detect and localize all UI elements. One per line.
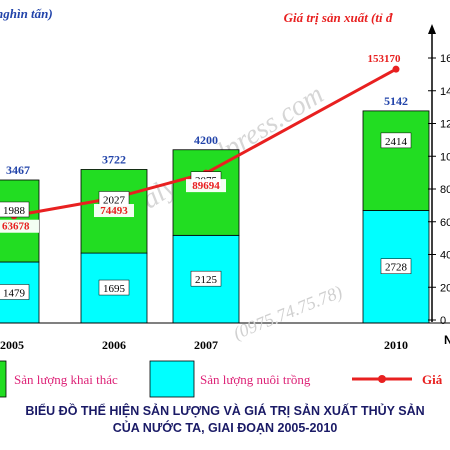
label-nuoi-trong-2005-box [0, 284, 30, 300]
label-nuoi-trong-2005: 1479 [3, 287, 26, 299]
chart-title: BIỂU ĐỒ THỂ HIỆN SẢN LƯỢNG VÀ GIÁ TRỊ SẢ… [0, 403, 450, 437]
value-label-2010: 153170 [368, 53, 402, 65]
right-tick-label-120: 120 [440, 119, 450, 131]
value-label-box-2006 [94, 204, 134, 218]
label-khai-thac-2006: 2027 [103, 194, 126, 206]
right-tick-label-140: 140 [440, 86, 450, 98]
title-line-1: BIỂU ĐỒ THỂ HIỆN SẢN LƯỢNG VÀ GIÁ TRỊ SẢ… [25, 404, 425, 418]
label-khai-thac-2005-box [0, 201, 30, 218]
bar-khai-thac-2007 [172, 149, 240, 236]
right-tick-label-60: 60 [440, 217, 450, 229]
legend-swatch-point [378, 375, 386, 383]
right-tick-label-20: 20 [440, 282, 450, 294]
legend-label-khai-thac: Sản lượng khai thác [14, 372, 118, 387]
legend-swatch-khai-thac [0, 360, 7, 398]
total-label-2006: 3722 [102, 152, 126, 166]
left-axis-label: nghìn tấn) [0, 6, 53, 21]
label-nuoi-trong-2007: 2125 [195, 274, 218, 286]
legend-group: Sản lượng khai thác Sản lượng nuôi trồng G… [0, 360, 443, 398]
label-nuoi-trong-2006: 1695 [103, 283, 126, 295]
label-khai-thac-2010: 2414 [385, 136, 408, 148]
value-label-2007: 89694 [192, 180, 220, 192]
right-tick-label-100: 100 [440, 151, 450, 163]
value-label-box-2007 [186, 179, 226, 193]
total-label-2005: 3467 [6, 163, 30, 177]
bar-khai-thac-2010 [362, 110, 430, 211]
right-axis-arrow [428, 24, 436, 34]
label-nuoi-trong-2007-box [190, 270, 222, 287]
value-label-2005: 63678 [2, 221, 30, 233]
title-line-2: CỦA NƯỚC TA, GIAI ĐOẠN 2005-2010 [112, 421, 338, 435]
value-label-box-2005 [0, 219, 39, 233]
right-tick-label-0: 0 [440, 315, 446, 327]
legend-label-nuoi-trong: Sản lượng nuôi trồng [200, 372, 311, 387]
value-label-2006: 74493 [100, 205, 128, 217]
total-label-2010: 5142 [384, 94, 408, 108]
right-tick-label-80: 80 [440, 184, 450, 196]
corner-label: N [444, 333, 450, 347]
year-label-2005: 2005 [0, 338, 24, 352]
label-khai-thac-2005: 1988 [3, 205, 26, 217]
legend-swatch-nuoi-trong [149, 360, 195, 398]
label-nuoi-trong-2010-box [380, 258, 412, 274]
total-label-2007: 4200 [194, 133, 218, 147]
year-label-2010: 2010 [384, 338, 408, 352]
label-nuoi-trong-2010: 2728 [385, 262, 408, 274]
phone-watermark: (0975.74.75.78) [230, 282, 345, 345]
legend-label-line: Giá [422, 372, 443, 387]
year-label-2006: 2006 [102, 338, 126, 352]
right-axis-group: 0 20 40 60 80 100 120 140 160 nghìn tấn) Giá trị s… [0, 6, 450, 347]
label-khai-thac-2010-box [380, 132, 412, 149]
value-line [13, 67, 397, 218]
right-tick-label-160: 160 [440, 53, 450, 65]
right-tick-label-40: 40 [440, 250, 450, 262]
right-axis-label: Giá trị sản xuất (tỉ đ [284, 10, 394, 25]
value-point-2010 [392, 65, 400, 73]
year-label-2007: 2007 [194, 338, 218, 352]
label-nuoi-trong-2006-box [98, 279, 130, 296]
